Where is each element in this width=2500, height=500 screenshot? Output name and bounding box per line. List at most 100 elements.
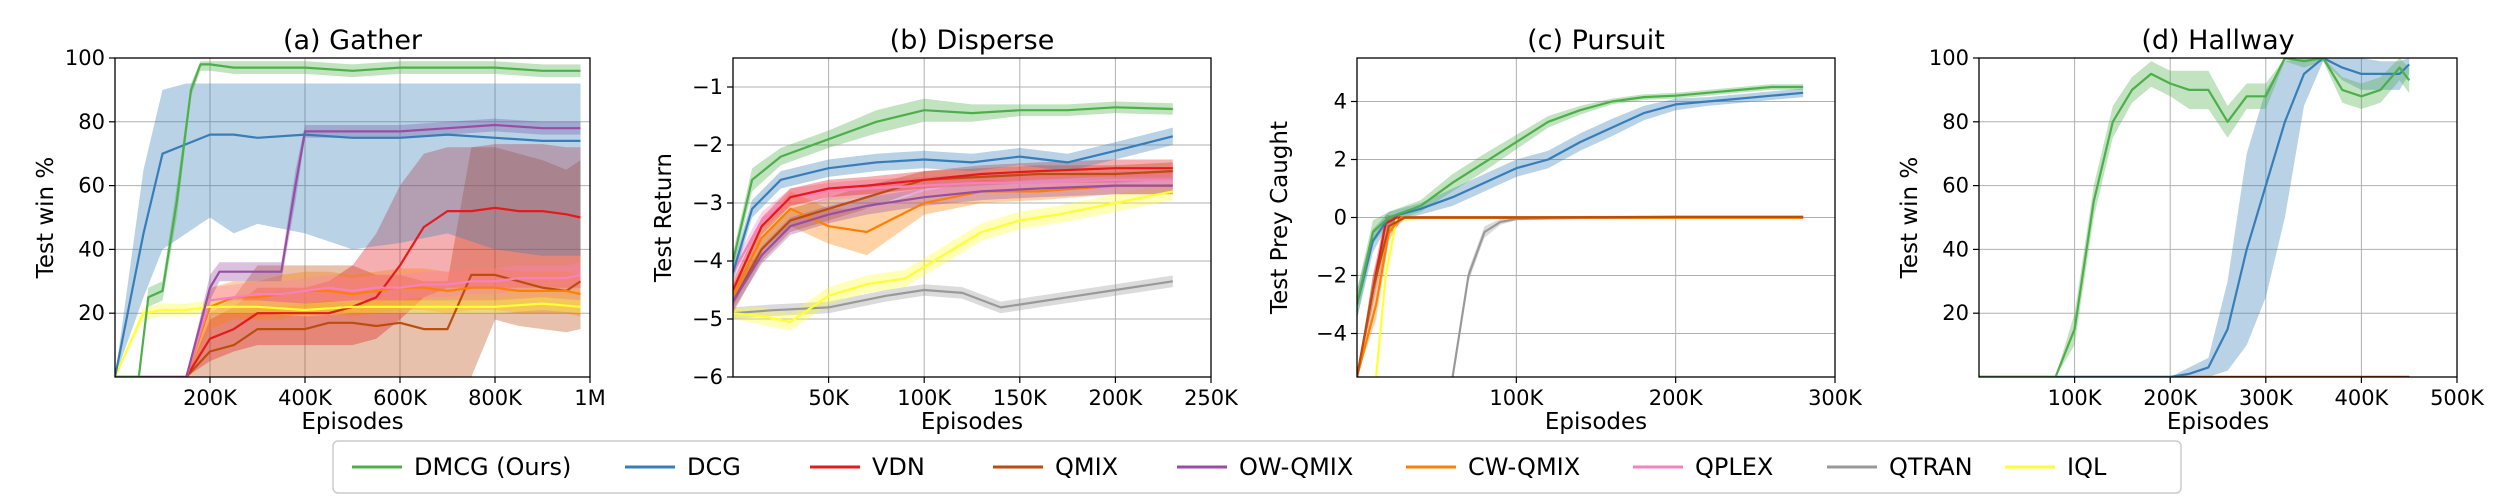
legend-frame <box>332 440 2182 494</box>
series-line-dcg <box>733 135 1174 273</box>
x-tick-label: 400K <box>2334 386 2389 410</box>
band-dcg <box>1357 88 1804 319</box>
y-tick-label: 4 <box>1334 90 1347 114</box>
legend-item-cw-qmix: CW-QMIX <box>1406 453 1580 481</box>
legend-label: VDN <box>872 453 925 481</box>
series-line-iql <box>115 302 581 377</box>
chart-title: (b) Disperse <box>890 25 1055 56</box>
panel-gather: 200K 400K 600K 800K 1M 20 40 60 80 100 (a) Gather E… <box>33 25 606 435</box>
series-line-dcg <box>1979 58 2410 377</box>
band-vdn <box>115 144 581 377</box>
legend: DMCG (Ours) DCG VDN QMIX OW-QMIX CW-QMIX QPLEX… <box>332 440 2182 494</box>
y-tick-label: 80 <box>78 110 105 134</box>
band-dmcg-ours <box>1357 84 1804 319</box>
x-tick-label: 800K <box>468 386 523 410</box>
y-tick-label: −2 <box>692 133 723 157</box>
y-tick-label: 100 <box>1929 46 1969 70</box>
x-tick-label: 1M <box>574 386 605 410</box>
x-axis-label: Episodes <box>1545 409 1647 435</box>
series-line-vdn <box>733 167 1173 291</box>
x-tick-label: 600K <box>373 386 428 410</box>
x-tick-label: 500K <box>2430 386 2485 410</box>
y-tick-label: 100 <box>65 46 105 70</box>
band-vdn <box>733 159 1173 299</box>
legend-item-qplex: QPLEX <box>1633 453 1773 481</box>
legend-label: DMCG (Ours) <box>414 453 571 481</box>
y-tick-label: 40 <box>78 237 105 261</box>
series-line-qtran <box>1451 216 1804 377</box>
band-qplex <box>733 171 1173 282</box>
y-axis-label: Test win % <box>33 157 59 280</box>
series-line-iql <box>1375 216 1804 377</box>
series-line-dcg <box>1357 91 1804 305</box>
y-tick-label: −2 <box>1316 264 1347 288</box>
y-tick-label: 0 <box>1334 206 1347 230</box>
legend-item-dmcg-ours: DMCG (Ours) <box>352 453 571 481</box>
x-tick-label: 250K <box>1184 386 1239 410</box>
series-line-qmix <box>733 170 1173 303</box>
x-axis-label: Episodes <box>301 409 403 435</box>
y-axis-label: Test Prey Caught <box>1267 121 1293 315</box>
band-dmcg-ours <box>733 98 1173 270</box>
band-cw-qmix <box>115 268 581 377</box>
x-tick-label: 200K <box>1649 386 1704 410</box>
panel-hallway: 100K 200K 300K 400K 500K 20 40 60 80 100 (d) Hallw… <box>1897 25 2485 435</box>
y-tick-label: 2 <box>1334 148 1347 172</box>
chart-title: (d) Hallway <box>2141 25 2294 56</box>
y-tick-label: −1 <box>692 75 723 99</box>
series-line-ow-qmix <box>733 184 1173 303</box>
legend-label: IQL <box>2067 453 2107 481</box>
legend-label: QTRAN <box>1889 453 1973 481</box>
series-line-dmcg-ours <box>1979 58 2411 377</box>
legend-item-iql: IQL <box>2005 453 2107 481</box>
y-tick-label: 80 <box>1942 110 1969 134</box>
y-tick-label: −4 <box>1316 322 1347 346</box>
series-line-cw-qmix <box>733 184 1173 297</box>
axes-frame <box>1978 57 2458 378</box>
axes-frame <box>114 57 591 378</box>
y-tick-label: −5 <box>692 307 723 331</box>
legend-item-qtran: QTRAN <box>1827 453 1973 481</box>
series-line-dmcg-ours <box>733 106 1173 262</box>
legend-item-ow-qmix: OW-QMIX <box>1177 453 1353 481</box>
x-tick-label: 100K <box>897 386 952 410</box>
band-dcg <box>115 83 581 377</box>
band-qmix <box>1357 215 1804 377</box>
series-line-cw-qmix <box>1357 216 1804 377</box>
y-tick-label: 60 <box>1942 174 1969 198</box>
x-tick-label: 200K <box>2143 386 2198 410</box>
x-tick-label: 300K <box>2239 386 2294 410</box>
series-line-ow-qmix <box>115 123 581 377</box>
y-axis-label: Test win % <box>1897 157 1923 280</box>
legend-item-dcg: DCG <box>625 453 741 481</box>
band-qtran <box>1452 216 1804 377</box>
band-dmcg-ours <box>1979 58 2410 377</box>
x-tick-label: 200K <box>1088 386 1143 410</box>
legend-item-qmix: QMIX <box>993 453 1118 481</box>
legend-item-vdn: VDN <box>810 453 925 481</box>
series-line-qmix <box>1357 215 1804 377</box>
x-axis-label: Episodes <box>921 409 1023 435</box>
y-tick-label: 20 <box>78 301 105 325</box>
x-tick-label: 50K <box>808 386 850 410</box>
legend-label: CW-QMIX <box>1468 453 1580 481</box>
series-line-vdn <box>1357 216 1804 377</box>
legend-label: OW-QMIX <box>1239 453 1353 481</box>
band-cw-qmix <box>1357 216 1804 377</box>
y-tick-label: −4 <box>692 249 723 273</box>
legend-label: QPLEX <box>1695 453 1773 481</box>
series-line-dmcg-ours <box>115 63 581 377</box>
series-line-cw-qmix <box>115 286 581 377</box>
series-line-dcg <box>115 133 581 377</box>
band-cw-qmix <box>733 176 1173 308</box>
y-tick-label: 60 <box>78 174 105 198</box>
panel-pursuit: 100K 200K 300K −4 −2 0 2 4 (c) Pursuit Episodes Te… <box>1267 25 1863 435</box>
panel-disperse: 50K 100K 150K 200K 250K −6 −5 −4 −3 −2 −1 (b) Dispe… <box>651 25 1239 435</box>
y-tick-label: 20 <box>1942 301 1969 325</box>
x-tick-label: 150K <box>993 386 1048 410</box>
series-line-vdn <box>115 206 581 377</box>
x-tick-label: 100K <box>2048 386 2103 410</box>
band-qtran <box>733 275 1173 319</box>
x-axis-label: Episodes <box>2167 409 2269 435</box>
